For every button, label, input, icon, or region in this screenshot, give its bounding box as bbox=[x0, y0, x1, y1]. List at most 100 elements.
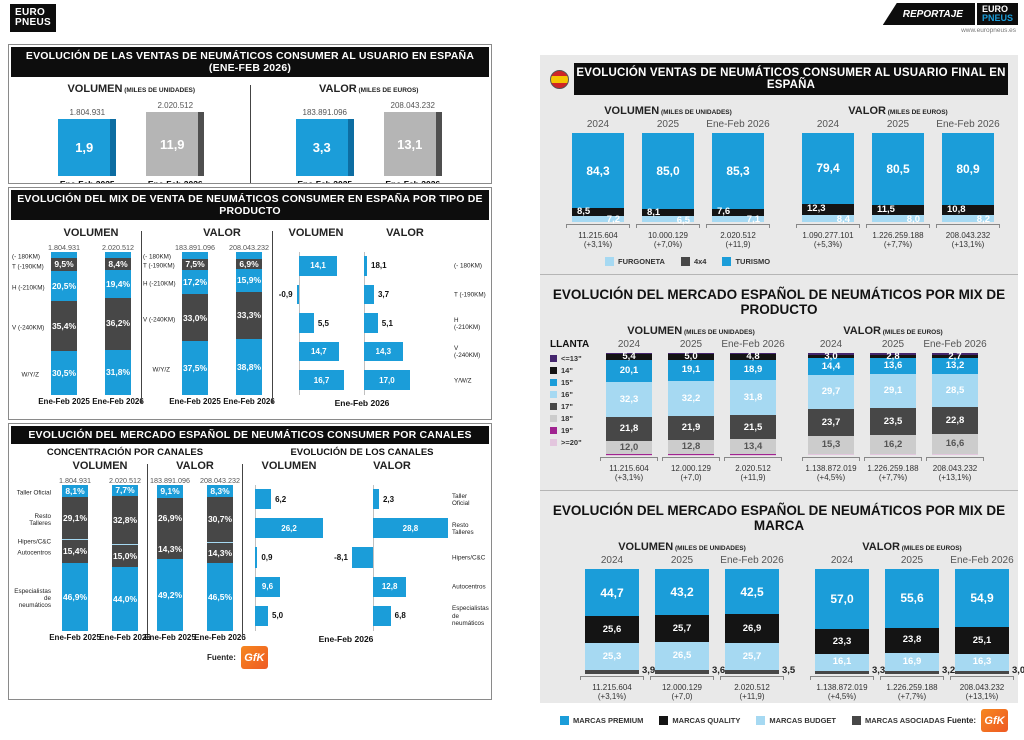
bracket-tick bbox=[866, 224, 930, 229]
segment-value: 16,1 bbox=[833, 657, 852, 667]
chart-group-title: VALOR (MILES DE EUROS) bbox=[862, 541, 961, 555]
bracket-tick bbox=[950, 676, 1014, 681]
bar-value-label: 1,9 bbox=[75, 140, 93, 155]
concentracion-title: CONCENTRACIÓN POR CANALES bbox=[9, 447, 241, 458]
x-axis-label: Ene-Feb 2026 bbox=[223, 397, 275, 406]
chart-group-unit: (MILES DE UNIDADES) bbox=[682, 329, 755, 336]
segment-value: 9,5% bbox=[54, 260, 73, 269]
segment-value: 12,0 bbox=[620, 443, 639, 453]
hbar-value-label: 6,8 bbox=[395, 611, 406, 620]
period-label: Ene-Feb 2026 bbox=[273, 398, 451, 408]
bar-segment: 16,1 bbox=[815, 654, 869, 671]
segment-value: 14,3% bbox=[208, 549, 232, 558]
segment-value: 7,7% bbox=[115, 486, 134, 495]
chart-group-title: VALOR (MILES DE EUROS) bbox=[319, 83, 418, 97]
growth-label: (+11,9) bbox=[741, 473, 766, 482]
bar-segment bbox=[182, 252, 208, 259]
growth-label: (+7,7%) bbox=[879, 473, 907, 482]
bar-segment: 17,2% bbox=[182, 270, 208, 295]
hbar bbox=[255, 606, 268, 626]
bracket-tick bbox=[926, 457, 984, 462]
segment-value: 5,4 bbox=[622, 352, 635, 362]
row-label: Especialistas de neumáticos bbox=[12, 588, 51, 610]
segment-value: 33,3% bbox=[237, 311, 261, 320]
segment-value: 30,7% bbox=[208, 515, 232, 524]
chart-group-title: VOLUMEN (MILES DE UNIDADES) bbox=[67, 83, 195, 97]
segment-value: 16,2 bbox=[884, 440, 903, 450]
segment-value: 32,3 bbox=[620, 395, 639, 405]
stacked-bar: 7,5%17,2%33,0%37,5% bbox=[182, 252, 208, 395]
chart-group-title: VALOR bbox=[176, 460, 214, 474]
bar-segment: 44,7 bbox=[585, 569, 639, 616]
legend-swatch bbox=[550, 355, 557, 362]
x-axis-label: Ene-Feb 2026 bbox=[148, 179, 203, 184]
chart-group-unit: (MILES DE EUROS) bbox=[886, 109, 948, 116]
llanta-legend: LLANTA<=13"14"15"16"17"18"19">=20" bbox=[550, 325, 600, 482]
legend-label: 15" bbox=[561, 378, 573, 387]
segment-value: 16,3 bbox=[973, 657, 992, 667]
segment-value: 23,7 bbox=[822, 418, 841, 428]
bar-segment: 7,7% bbox=[112, 485, 138, 496]
bar: 11,9 bbox=[146, 112, 204, 176]
row-label: T (-190KM) bbox=[454, 291, 486, 298]
segment-value: 14,3% bbox=[158, 545, 182, 554]
year-label: Ene-Feb 2026 bbox=[923, 339, 986, 351]
bar-segment: 36,2% bbox=[105, 298, 131, 350]
segment-value: 57,0 bbox=[830, 593, 853, 605]
legend-swatch bbox=[560, 716, 569, 725]
bar-segment: 31,8% bbox=[105, 350, 131, 395]
gfk-logo: GfK bbox=[981, 709, 1008, 732]
segment-value: 8,4% bbox=[108, 260, 127, 269]
segment-value: 7,1 bbox=[747, 216, 760, 226]
segment-value: 17,2% bbox=[183, 278, 207, 287]
chart-group-unit: (MILES DE UNIDADES) bbox=[673, 545, 746, 552]
growth-label: (+7,0%) bbox=[654, 240, 682, 249]
hbar bbox=[364, 285, 374, 305]
row-label: (- 180KM) bbox=[12, 253, 39, 260]
x-axis-label: Ene-Feb 2025 bbox=[60, 179, 115, 184]
row-label: V (-240KM) bbox=[143, 316, 170, 323]
growth-label: (+11,9) bbox=[740, 692, 765, 701]
legend-item: MARCAS PREMIUM bbox=[560, 716, 643, 725]
bar-total: 11.215.604 bbox=[578, 231, 617, 240]
segment-value: 28,5 bbox=[946, 386, 965, 396]
bar-total: 11.215.604 bbox=[609, 464, 648, 473]
europneus-logo-small: EURO PNEUS bbox=[977, 3, 1018, 25]
stacked-bar: 8,4%19,4%36,2%31,8% bbox=[105, 252, 131, 395]
bar-total: 208.043.232 bbox=[391, 101, 436, 110]
bar-segment: 7,5% bbox=[182, 259, 208, 270]
bar-segment: 20,1 bbox=[606, 360, 652, 382]
legend-label: >=20" bbox=[561, 438, 582, 447]
year-label: 2024 bbox=[817, 119, 839, 131]
bar-total: 183.891.096 bbox=[303, 108, 348, 117]
segment-value: 11,5 bbox=[877, 205, 895, 215]
segment-value: 25,7 bbox=[673, 624, 692, 634]
bracket-tick bbox=[936, 224, 1000, 229]
section-canales-title: EVOLUCIÓN DEL MERCADO ESPAÑOL DE NEUMÁTI… bbox=[11, 426, 489, 444]
year-label: 2024 bbox=[820, 339, 842, 351]
hbar bbox=[299, 313, 314, 333]
legend-label: <=13" bbox=[561, 354, 582, 363]
bar-segment: 8,3% bbox=[207, 485, 233, 497]
segment-value: 31,8 bbox=[744, 393, 763, 403]
legend-swatch bbox=[550, 415, 557, 422]
gutter-spacer bbox=[11, 460, 53, 487]
reportaje-badge: REPORTAJE bbox=[883, 3, 975, 25]
